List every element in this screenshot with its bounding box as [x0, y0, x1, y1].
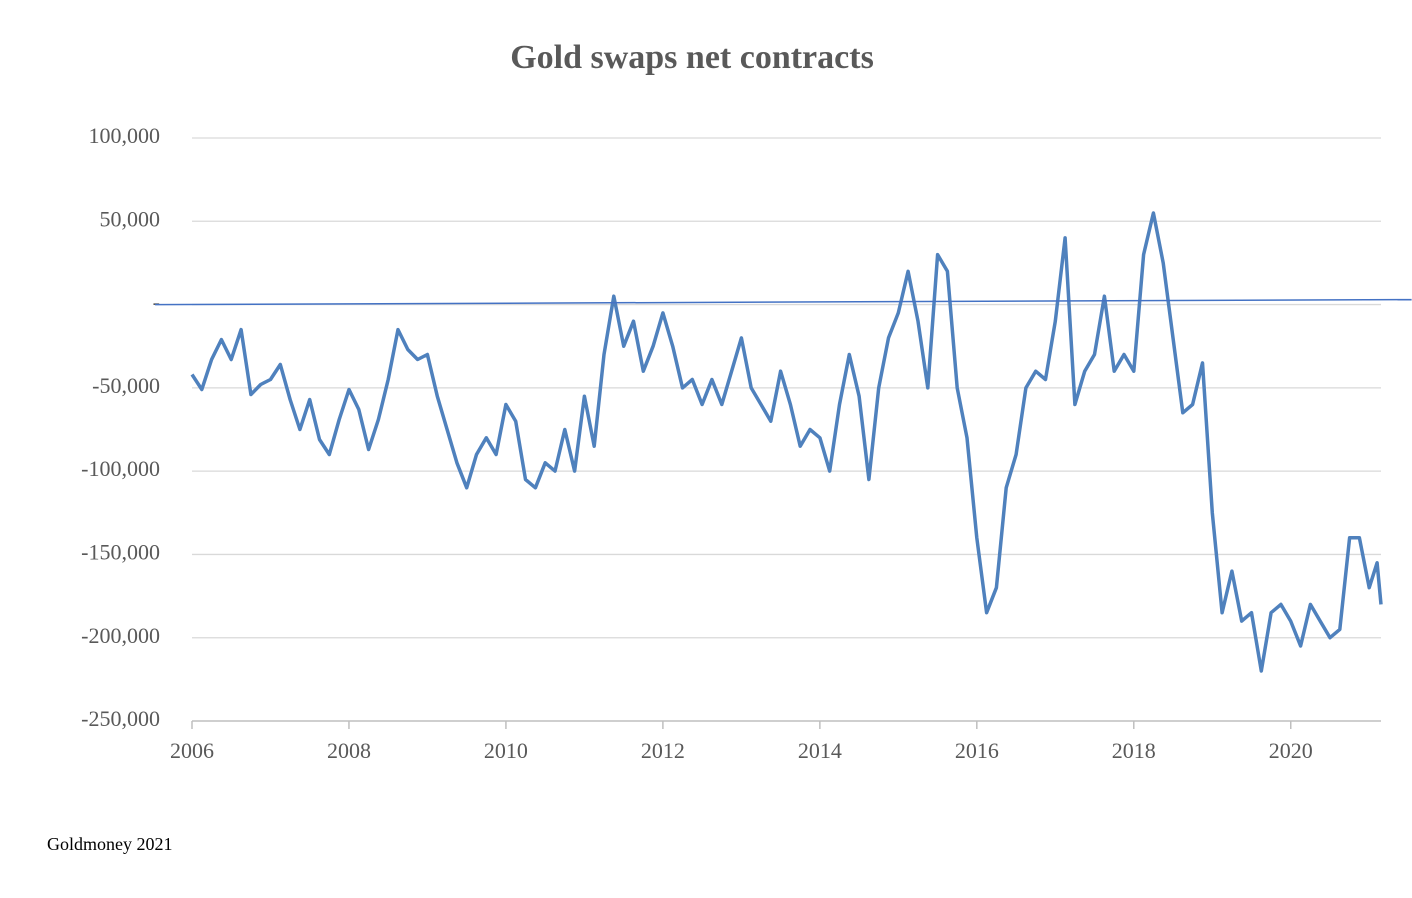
y-tick-label: 100,000 — [89, 123, 161, 148]
x-tick-label: 2010 — [484, 738, 528, 763]
y-tick-label: -50,000 — [92, 373, 160, 398]
x-tick-label: 2008 — [327, 738, 371, 763]
source-note: Goldmoney 2021 — [47, 834, 173, 854]
y-tick-label: -100,000 — [81, 456, 160, 481]
x-tick-label: 2006 — [170, 738, 214, 763]
y-tick-label: -250,000 — [81, 706, 160, 731]
x-tick-label: 2020 — [1269, 738, 1313, 763]
x-tick-label: 2016 — [955, 738, 999, 763]
y-tick-label: -150,000 — [81, 539, 160, 564]
x-tick-label: 2014 — [798, 738, 842, 763]
y-tick-label: -200,000 — [81, 623, 160, 648]
data-line — [155, 298, 1412, 306]
chart-title: Gold swaps net contracts — [510, 39, 874, 76]
y-tick-label: - — [153, 290, 160, 315]
y-tick-label: 50,000 — [100, 206, 161, 231]
data-line — [190, 211, 1383, 673]
x-tick-label: 2012 — [641, 738, 685, 763]
x-tick-label: 2018 — [1112, 738, 1156, 763]
